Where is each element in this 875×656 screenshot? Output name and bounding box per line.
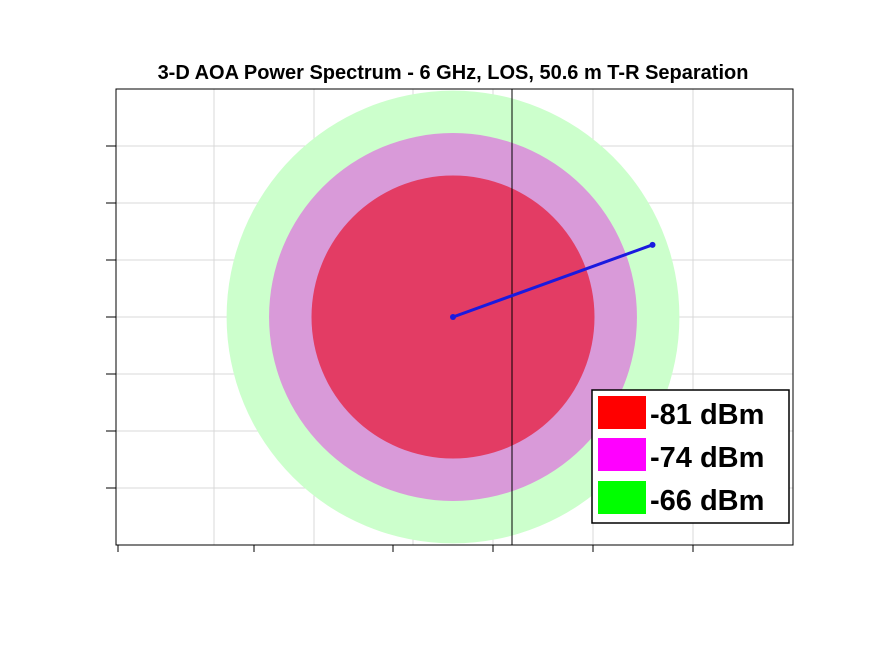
aoa-vector: [450, 241, 656, 320]
aoa-vector-tip: [649, 241, 656, 248]
legend-swatch-neg81: [598, 396, 646, 429]
legend-label-neg81: -81 dBm: [650, 399, 764, 431]
axis-ticks: [106, 145, 694, 552]
legend-label-neg74: -74 dBm: [650, 442, 764, 474]
legend-swatch-neg74: [598, 438, 646, 471]
chart-title: 3-D AOA Power Spectrum - 6 GHz, LOS, 50.…: [158, 62, 749, 84]
aoa-vector-origin: [450, 314, 456, 320]
legend: -81 dBm -74 dBm -66 dBm: [591, 389, 790, 524]
aoa-vector-line: [452, 243, 654, 319]
legend-label-neg66: -66 dBm: [650, 485, 764, 517]
legend-swatch-neg66: [598, 481, 646, 514]
